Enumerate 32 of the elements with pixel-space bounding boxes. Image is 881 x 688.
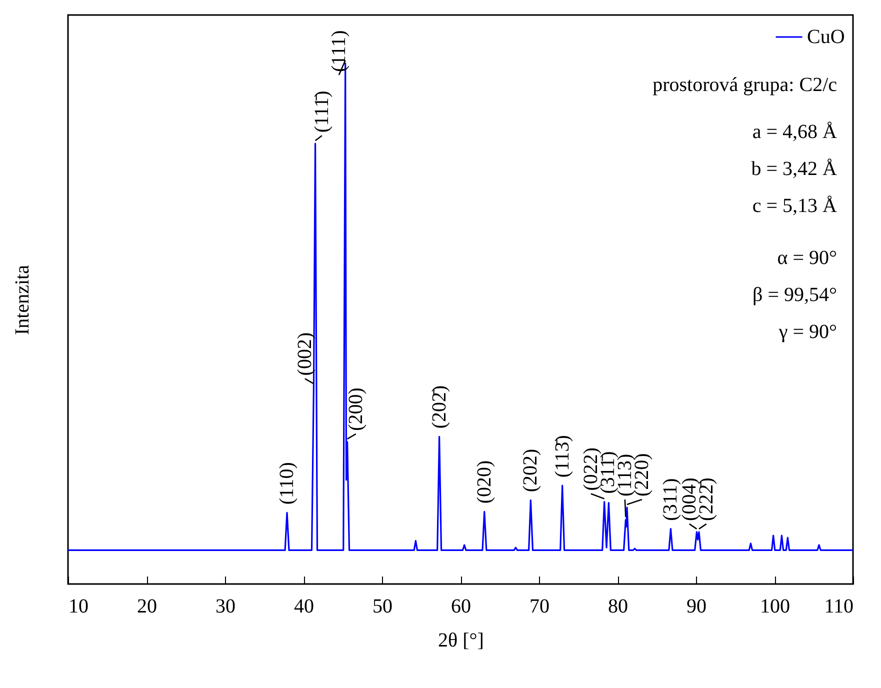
annotation: (113̄) [551,435,574,478]
annotation: β = 99,54° [752,284,837,306]
annotation: (111̄) [310,90,333,133]
annotation: (020) [473,460,496,504]
annotation: α = 90° [777,247,837,269]
y-axis-title: Intenzita [12,264,34,335]
annotation: c = 5,13 Å [752,195,838,217]
x-tick-label: 10 [68,596,88,618]
annotation: (200) [344,388,367,431]
annotation: prostorová grupa: C2/c [652,74,838,96]
x-tick-label: 60 [451,596,471,618]
annotation: (311) [660,478,682,521]
annotation: (111) [328,30,350,72]
annotation: (022) [580,447,602,491]
x-tick-label: 40 [294,596,314,618]
x-tick-label: 20 [137,596,157,618]
x-tick-label: 30 [216,596,236,618]
legend-label: CuO [807,26,845,48]
x-tick-label: 100 [760,596,790,618]
x-tick-label: 70 [530,596,550,618]
annotation: γ = 90° [778,321,837,343]
annotation: (110) [276,462,298,505]
x-tick-label: 110 [824,596,854,618]
x-tick-label: 90 [686,596,706,618]
annotation: a = 4,68 Å [752,121,838,143]
annotation: (202̄) [428,385,450,429]
x-tick-label: 50 [372,596,392,618]
annotation: b = 3,42 Å [751,158,838,180]
annotation: (202) [520,448,542,492]
x-tick-label: 80 [608,596,628,618]
annotation: (002) [294,332,316,376]
x-axis-title: 2θ [°] [438,630,484,652]
